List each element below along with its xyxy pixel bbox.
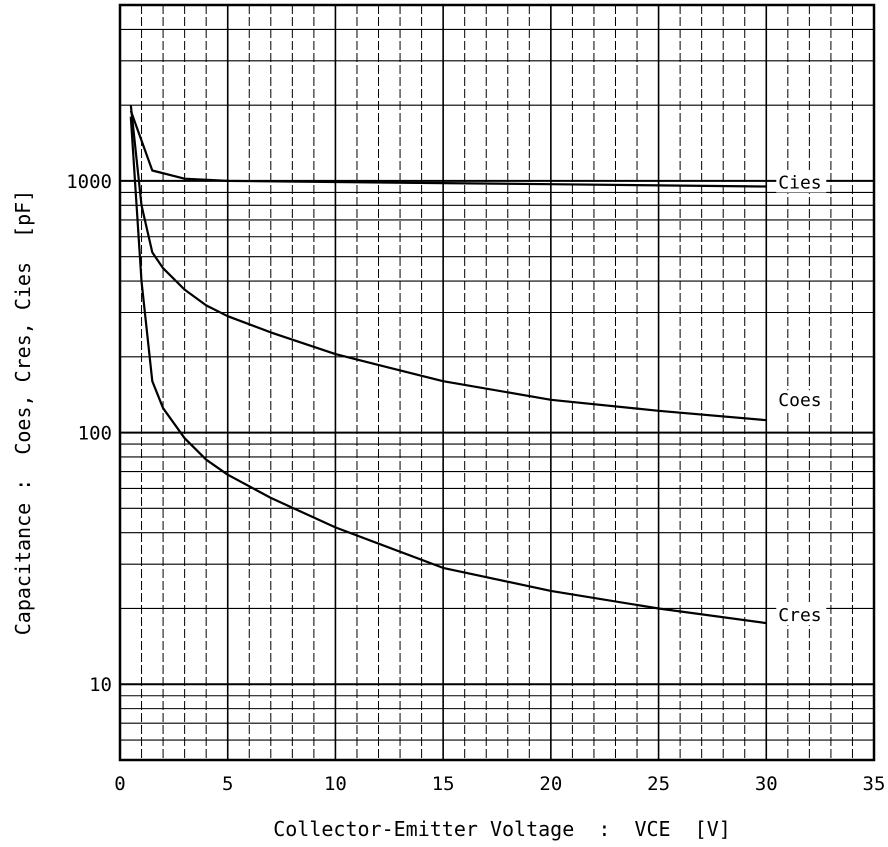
x-tick-label: 20 (539, 773, 562, 795)
x-tick-label: 5 (222, 773, 233, 795)
x-tick-label: 10 (324, 773, 347, 795)
x-axis-label: Collector-Emitter Voltage : VCE [V] (273, 817, 731, 841)
x-tick-labels: 0 5 10 15 20 25 30 35 (114, 773, 885, 795)
x-tick-label: 30 (755, 773, 778, 795)
y-tick-labels: 10 100 1000 (66, 171, 112, 696)
x-tick-label: 25 (647, 773, 670, 795)
y-tick-label: 100 (78, 423, 112, 445)
series-label-coes: Coes (778, 390, 821, 411)
plot-frame (118, 3, 876, 762)
series-layer (129, 104, 767, 625)
x-tick-label: 0 (114, 773, 125, 795)
series-line-coes (129, 104, 767, 422)
series-line-cres (129, 116, 767, 625)
series-label-background (776, 605, 827, 626)
major-grid (119, 5, 875, 760)
y-tick-label: 1000 (66, 171, 112, 193)
y-tick-label: 10 (89, 674, 112, 696)
series-label-cies: Cies (778, 173, 821, 194)
series-label-background (776, 390, 827, 411)
series-label-background (776, 172, 827, 193)
x-tick-label: 35 (863, 773, 886, 795)
series-line-cies (129, 110, 767, 188)
x-tick-label: 15 (432, 773, 455, 795)
minor-grid (120, 4, 874, 761)
series-labels: Cies Coes Cres (776, 172, 827, 626)
y-axis-label: Capacitance : Coes, Cres, Cies [pF] (11, 190, 35, 636)
series-label-cres: Cres (778, 605, 821, 626)
